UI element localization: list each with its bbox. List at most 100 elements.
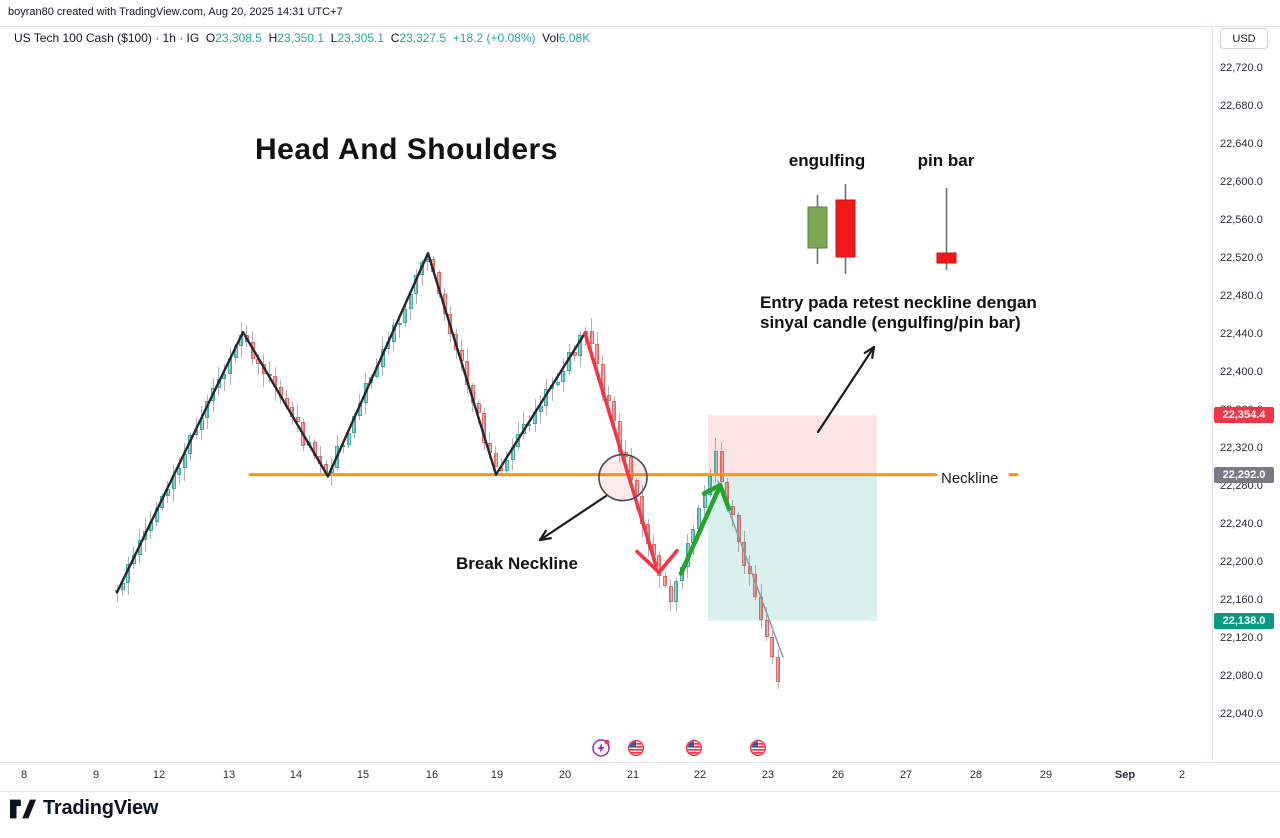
time-tick: 15 [356, 769, 370, 781]
entry-note-line2: sinyal candle (engulfing/pin bar) [760, 313, 1021, 332]
candle [651, 544, 656, 555]
candle [719, 450, 724, 482]
candle [595, 343, 600, 365]
candle [493, 453, 498, 467]
candle [476, 402, 481, 414]
candle-wick [585, 327, 587, 346]
candle [561, 370, 566, 382]
price-tick: 22,440.0 [1220, 328, 1263, 340]
candle [131, 555, 136, 564]
candle [674, 580, 679, 602]
candle [363, 382, 368, 403]
candle-wick [399, 314, 400, 339]
candle [256, 358, 261, 364]
candle [120, 583, 125, 590]
candle [499, 466, 504, 472]
candle [403, 309, 408, 323]
candle [318, 456, 323, 464]
price-level-label: 22,354.4 [1214, 407, 1274, 424]
candle [154, 508, 159, 523]
candle [454, 334, 458, 351]
candle [431, 259, 436, 273]
legend-part: Vol [535, 31, 559, 45]
candle [301, 422, 306, 446]
time-tick: 12 [152, 769, 166, 781]
currency-button[interactable]: USD [1220, 28, 1268, 49]
candle [465, 361, 470, 385]
candle [177, 467, 182, 475]
candle [369, 376, 374, 383]
candle [753, 574, 758, 598]
engulfing-label: engulfing [788, 151, 866, 170]
candle-wick [269, 361, 271, 383]
candle [352, 416, 357, 433]
candle [770, 637, 775, 657]
candle [629, 456, 634, 481]
symbol-legend[interactable]: US Tech 100 Cash ($100) · 1h · IG O23,30… [14, 31, 590, 45]
candle [708, 475, 713, 495]
price-tick: 22,320.0 [1220, 442, 1263, 454]
candle-wick [715, 437, 717, 483]
candle [657, 554, 662, 576]
attribution-text: boyran80 created with TradingView.com, A… [8, 6, 343, 18]
candle [583, 331, 588, 336]
time-tick: 9 [92, 769, 100, 781]
price-tick: 22,680.0 [1220, 100, 1263, 112]
candle [538, 406, 543, 412]
candle [555, 381, 560, 385]
candle-wick [427, 254, 429, 271]
candle [137, 540, 142, 556]
legend-part: +18.2 (+0.08%) [446, 31, 536, 45]
candle [482, 413, 487, 444]
time-tick: 2 [1178, 769, 1186, 781]
candle [273, 376, 278, 388]
candle [115, 589, 119, 593]
legend-part: 23,327.5 [399, 31, 447, 45]
price-tick: 22,520.0 [1220, 252, 1263, 264]
time-tick: 13 [222, 769, 236, 781]
candle [290, 406, 295, 417]
candle [307, 442, 312, 446]
time-tick: 8 [20, 769, 28, 781]
candle-wick [675, 578, 677, 613]
candle [680, 566, 684, 581]
candle [646, 524, 651, 545]
candle [470, 384, 475, 403]
time-tick: 26 [831, 769, 845, 781]
candle [357, 402, 362, 417]
candle [567, 351, 571, 371]
footer-brand[interactable]: TradingView [10, 797, 158, 820]
candle [391, 325, 396, 342]
candle [448, 313, 453, 334]
candle [380, 349, 385, 368]
candle [764, 619, 769, 638]
candle [278, 387, 283, 398]
price-tick: 22,080.0 [1220, 670, 1263, 682]
candle [346, 432, 351, 446]
price-tick: 22,400.0 [1220, 366, 1263, 378]
price-axis[interactable] [1212, 26, 1280, 762]
candle [521, 424, 526, 435]
time-tick: 27 [899, 769, 913, 781]
candle-wick [777, 649, 779, 689]
candle [148, 522, 153, 532]
candle [702, 494, 707, 509]
time-tick: 29 [1039, 769, 1053, 781]
candle [244, 334, 249, 342]
legend-part: L [324, 31, 338, 45]
candle [600, 364, 605, 396]
candle [261, 363, 266, 374]
time-axis[interactable] [0, 762, 1280, 792]
candle [685, 543, 690, 567]
pattern-title: Head And Shoulders [255, 133, 558, 166]
candle [143, 531, 148, 540]
price-tick: 22,280.0 [1220, 480, 1263, 492]
price-tick: 22,640.0 [1220, 138, 1263, 150]
candle-wick [670, 579, 672, 612]
price-tick: 22,040.0 [1220, 708, 1263, 720]
candle [640, 496, 645, 525]
candle-wick [195, 418, 197, 439]
candle [516, 434, 521, 447]
